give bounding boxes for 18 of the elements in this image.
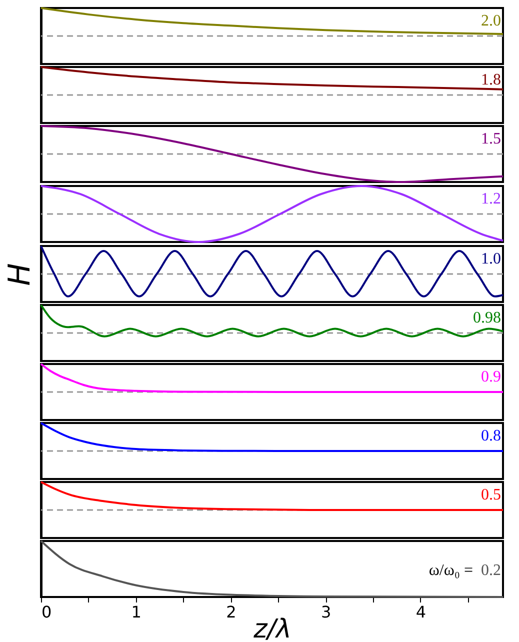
series-label: 2.0 — [481, 12, 501, 30]
series-label: 0.98 — [473, 309, 501, 326]
series-label: 1.0 — [481, 250, 501, 268]
series-label: 1.5 — [481, 130, 501, 148]
x-tick-label: 3 — [321, 602, 332, 622]
series-label: 1.8 — [481, 71, 501, 88]
series-label: 1.2 — [481, 190, 501, 208]
x-axis-title: z/λ — [252, 614, 292, 642]
annotation: ω/ω₀ = — [428, 562, 473, 580]
series-label: 0.5 — [481, 486, 501, 504]
x-tick-label: 4 — [416, 602, 426, 622]
series-label: 0.9 — [481, 368, 501, 386]
x-tick-label: 0 — [42, 602, 52, 622]
x-tick-label: 2 — [226, 602, 236, 622]
x-tick-label: 1 — [131, 602, 142, 622]
series-label: 0.2 — [481, 562, 501, 580]
series-label: 0.8 — [481, 427, 501, 444]
y-axis-title: H — [2, 263, 38, 286]
